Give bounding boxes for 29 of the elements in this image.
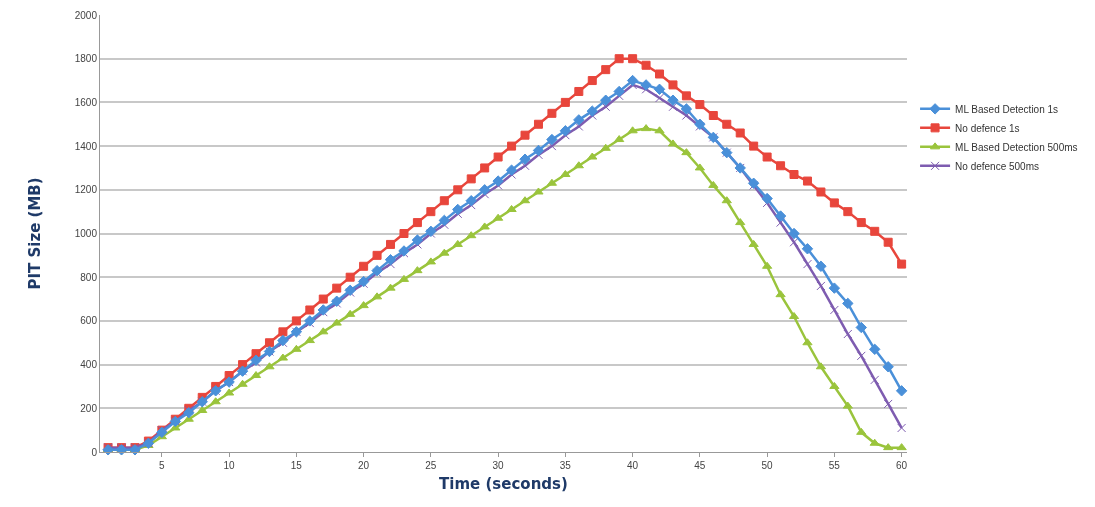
legend-label: No defence 1s (955, 122, 1020, 134)
x-tick-label: 60 (896, 460, 908, 471)
y-tick-label: 200 (80, 402, 98, 414)
y-tick-label: 1200 (74, 184, 98, 196)
y-tick-label: 600 (80, 315, 98, 327)
x-tick-label: 25 (425, 460, 437, 471)
x-tick-label: 35 (559, 460, 572, 471)
x-tick-label: 55 (828, 460, 841, 471)
legend-label: ML Based Detection 500ms (955, 141, 1078, 153)
y-tick-label: 0 (91, 446, 98, 458)
y-tick-label: 800 (80, 271, 98, 283)
y-tick-label: 1000 (74, 228, 98, 239)
x-tick-label: 20 (358, 460, 370, 471)
y-axis-title: PIT Size (MB) (26, 177, 44, 290)
x-tick-label: 30 (492, 460, 505, 471)
x-tick-label: 45 (694, 460, 706, 471)
y-tick-label: 1600 (74, 96, 98, 108)
x-tick-label: 5 (159, 460, 166, 471)
y-tick-label: 2000 (74, 9, 98, 21)
x-axis-title: Time (seconds) (439, 475, 568, 493)
y-tick-label: 1800 (74, 53, 98, 65)
legend-label: ML Based Detection 1s (955, 103, 1059, 115)
x-tick-label: 15 (290, 460, 303, 471)
y-tick-label: 1400 (74, 140, 98, 152)
legend-label: No defence 500ms (955, 160, 1040, 172)
x-tick-label: 10 (223, 460, 236, 471)
y-tick-label: 400 (80, 359, 98, 371)
x-tick-label: 40 (627, 460, 639, 471)
x-tick-label: 50 (761, 460, 774, 471)
